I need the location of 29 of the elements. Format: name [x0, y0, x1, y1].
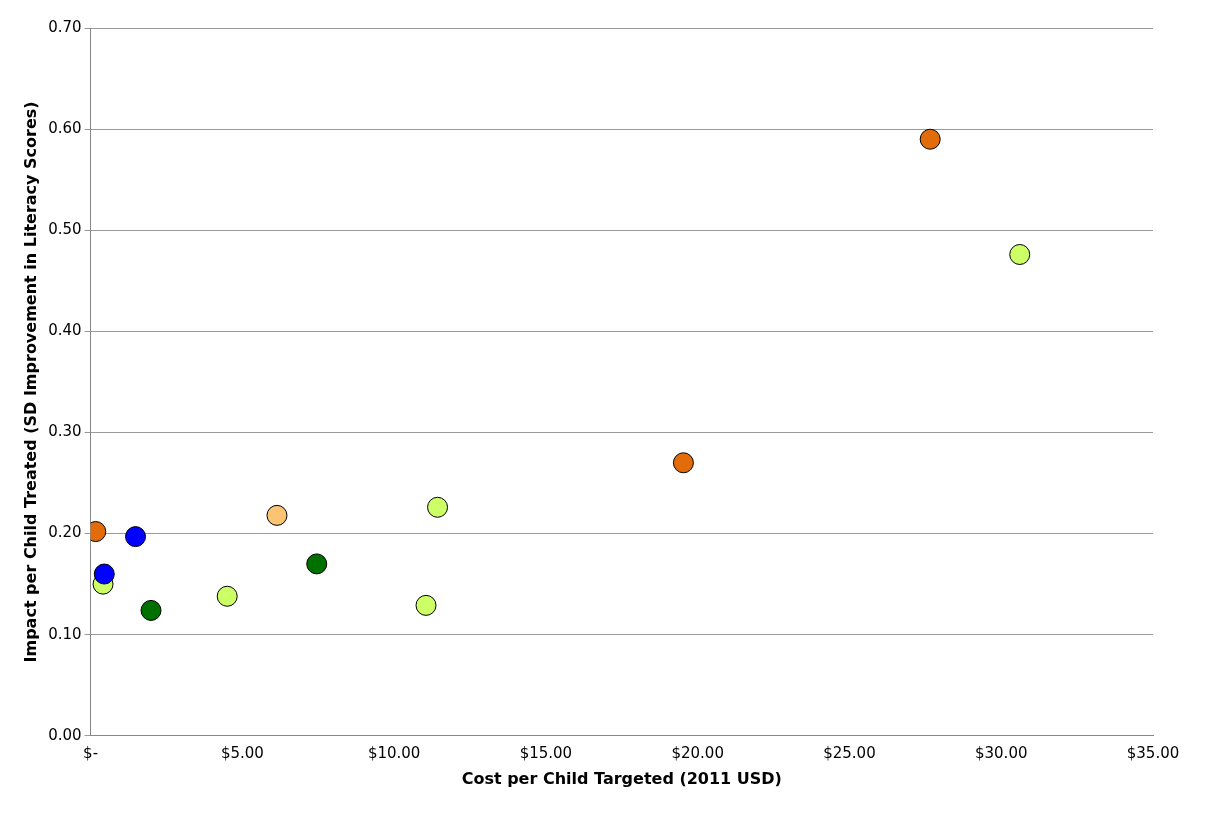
point: [125, 526, 147, 548]
y-tick-label: 0.00: [48, 725, 82, 744]
point: [266, 504, 288, 526]
x-axis-title: Cost per Child Targeted (2011 USD): [461, 768, 782, 788]
point: [93, 563, 115, 585]
x-tick-label: $30.00: [974, 743, 1028, 762]
point: [672, 452, 694, 474]
x-tick-label: $20.00: [671, 743, 724, 762]
point: [1009, 244, 1031, 265]
y-tick-label: 0.10: [48, 624, 82, 643]
y-tick-label: 0.70: [48, 17, 82, 36]
x-tick-label: $35.00: [1126, 743, 1180, 762]
point: [427, 496, 449, 518]
y-axis-title: Impact per Child Treated (SD Improvement in Literacy Scores): [20, 101, 40, 663]
y-tick-label: 0.40: [48, 321, 82, 340]
point: [140, 599, 162, 621]
y-tick-label: 0.50: [48, 220, 82, 239]
x-tick-label: $15.00: [519, 743, 573, 762]
point: [306, 553, 328, 575]
y-tick-label: 0.30: [48, 422, 82, 441]
point: [919, 128, 941, 150]
x-tick-label: $5.00: [220, 743, 264, 762]
x-tick-label: $25.00: [823, 743, 876, 762]
y-tick-label: 0.60: [48, 119, 82, 137]
point: [216, 585, 238, 607]
x-tick-label: $10.00: [367, 743, 421, 762]
point: [415, 594, 437, 616]
y-tick-label: 0.20: [48, 523, 82, 542]
x-tick-label: $-: [83, 743, 99, 762]
